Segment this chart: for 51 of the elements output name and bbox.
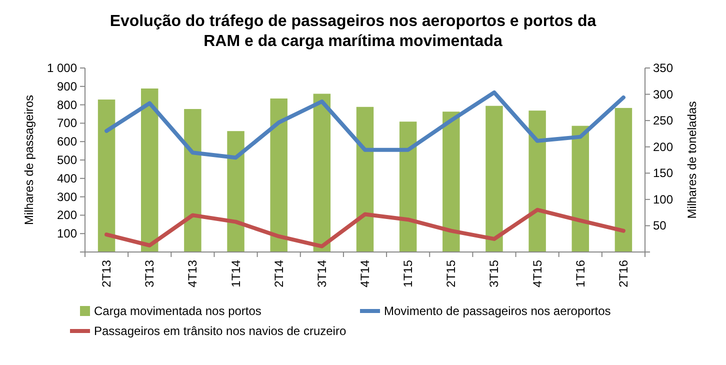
y2-tick-label: 250 xyxy=(653,114,674,128)
legend-label: Carga movimentada nos portos xyxy=(94,304,262,318)
y-tick-label: 200 xyxy=(56,208,78,222)
y2-tick-label: 150 xyxy=(653,166,674,180)
x-tick-label: 1T15 xyxy=(401,260,416,288)
y-tick-label: 1 000 xyxy=(46,61,78,75)
y2-tick-label: 50 xyxy=(653,218,667,233)
y-tick-label: 900 xyxy=(56,79,78,94)
line-series xyxy=(104,90,626,160)
y-tick-label: 700 xyxy=(56,116,78,130)
y2-axis-title: Milhares de toneladas xyxy=(685,101,699,219)
y2-tick-label: 300 xyxy=(653,87,674,102)
bar xyxy=(184,109,202,252)
x-tick-label: 2T16 xyxy=(616,260,630,288)
bar xyxy=(356,106,374,252)
x-tick-label: 4T13 xyxy=(186,260,200,288)
x-tick-label: 1T14 xyxy=(228,260,243,288)
x-tick-label: 3T15 xyxy=(487,260,502,288)
bar xyxy=(486,106,503,252)
x-tick-label: 1T16 xyxy=(573,260,588,288)
chart-title: Evolução do tráfego de passageiros nos aeroportos e portos da RAM e da carga marítima movimentada xyxy=(110,13,596,50)
y-tick-label: 400 xyxy=(56,171,78,186)
y-tick-label: 600 xyxy=(56,134,78,149)
bar xyxy=(442,112,460,252)
y2-tick-label: 100 xyxy=(653,192,674,206)
y2-tick-label: 200 xyxy=(653,140,674,154)
x-tick-label: 4T14 xyxy=(358,260,372,288)
bar xyxy=(399,122,417,252)
x-tick-label: 3T14 xyxy=(314,260,329,288)
y-tick-label: 100 xyxy=(56,226,78,241)
bar xyxy=(614,108,632,252)
bar xyxy=(98,100,116,252)
x-tick-label: 2T15 xyxy=(444,260,458,288)
bar xyxy=(141,88,158,252)
x-tick-label: 4T15 xyxy=(530,260,544,288)
bar xyxy=(313,94,331,252)
bar xyxy=(572,126,589,252)
bar xyxy=(227,131,244,252)
x-tick-label: 2T14 xyxy=(272,260,286,288)
line-series xyxy=(104,208,626,248)
bar xyxy=(270,98,288,252)
y-tick-label: 800 xyxy=(56,98,78,112)
x-tick-label: 2T13 xyxy=(100,260,114,288)
legend-label: Movimento de passageiros nos aeroportos xyxy=(384,304,611,318)
legend-label: Passageiros em trânsito nos navios de cruzeiro xyxy=(94,324,346,338)
y-tick-label: 500 xyxy=(56,153,78,167)
y-tick-label: 300 xyxy=(56,190,78,204)
bar xyxy=(528,110,546,252)
y-axis-title: Milhares de passageiros xyxy=(22,94,36,226)
y2-tick-label: 350 xyxy=(653,61,674,75)
x-tick-label: 3T13 xyxy=(142,260,157,288)
